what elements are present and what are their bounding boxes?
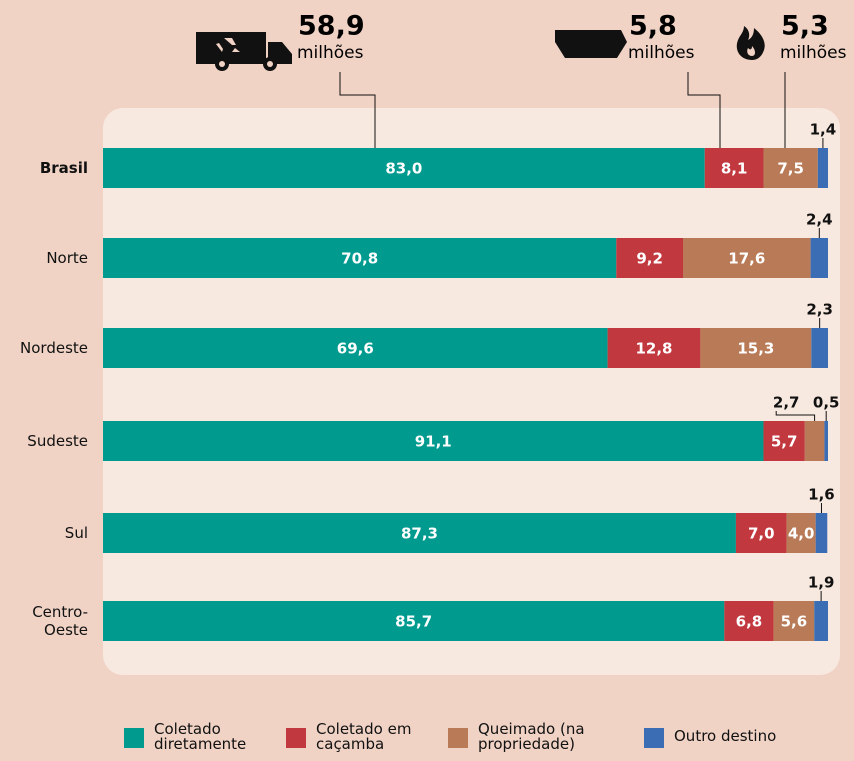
value-label: 87,3 xyxy=(401,525,438,543)
legend-label: Outro destino xyxy=(674,727,777,745)
value-label: 12,8 xyxy=(635,340,672,358)
truck-icon xyxy=(196,32,292,71)
bar-segment xyxy=(103,513,736,553)
legend-item: Outro destino xyxy=(644,722,794,752)
bar-segment xyxy=(724,601,774,641)
value-label: 8,1 xyxy=(721,160,748,178)
bar-segment xyxy=(607,328,701,368)
bar-segment xyxy=(824,421,828,461)
value-label: 83,0 xyxy=(385,160,422,178)
bar-segment xyxy=(103,328,608,368)
category-label: Nordeste xyxy=(20,339,88,357)
annotation-value: 58,9 xyxy=(298,11,365,42)
value-label: 7,5 xyxy=(777,160,804,178)
value-label: 5,7 xyxy=(771,433,798,451)
value-label: 70,8 xyxy=(341,250,378,268)
value-label: 85,7 xyxy=(395,613,432,631)
bar-segment xyxy=(814,601,828,641)
annotation-unit: milhões xyxy=(780,43,847,63)
legend-item: Coletado diretamente xyxy=(124,722,286,752)
value-label: 5,6 xyxy=(781,613,808,631)
value-label: 2,4 xyxy=(806,211,833,229)
bar-segment xyxy=(810,238,828,278)
legend-label: Queimado (na propriedade) xyxy=(478,720,585,753)
annotation-value: 5,3 xyxy=(781,11,829,42)
value-label: 2,7 xyxy=(773,394,800,412)
legend-swatch xyxy=(448,728,468,748)
bar-segment xyxy=(103,238,617,278)
bar-segment xyxy=(683,238,811,278)
legend-swatch xyxy=(286,728,306,748)
annotation-unit: milhões xyxy=(628,43,695,63)
bar-segment xyxy=(763,421,805,461)
bar-segment xyxy=(817,148,828,188)
annotation-value: 5,8 xyxy=(629,11,677,42)
legend-label: Coletado em caçamba xyxy=(316,720,412,753)
category-label: Brasil xyxy=(39,159,88,177)
category-label: Sul xyxy=(64,524,88,542)
value-label: 1,4 xyxy=(810,121,837,139)
value-label: 6,8 xyxy=(736,613,763,631)
value-label: 4,0 xyxy=(788,525,815,543)
bar-segment xyxy=(103,601,725,641)
bar-segment xyxy=(103,421,764,461)
skip-icon xyxy=(555,30,627,58)
legend-item: Queimado (na propriedade) xyxy=(448,722,644,752)
bar-segment xyxy=(700,328,812,368)
value-label: 9,2 xyxy=(636,250,663,268)
bar-segment xyxy=(811,328,828,368)
bar-segment xyxy=(763,148,818,188)
bar-segment xyxy=(773,601,815,641)
leader-line xyxy=(775,411,816,421)
value-label: 7,0 xyxy=(748,525,775,543)
bar-segment xyxy=(103,148,705,188)
legend-label: Coletado diretamente xyxy=(154,720,247,753)
value-label: 69,6 xyxy=(337,340,374,358)
bar-segment xyxy=(735,513,787,553)
category-label: Sudeste xyxy=(27,432,88,450)
value-label: 17,6 xyxy=(728,250,765,268)
bar-segment xyxy=(704,148,764,188)
bar-segment xyxy=(786,513,816,553)
value-label: 1,9 xyxy=(808,574,835,592)
annotation-unit: milhões xyxy=(297,43,364,63)
legend: Coletado diretamente Coletado em caçamba Q… xyxy=(124,722,794,752)
legend-item: Coletado em caçamba xyxy=(286,722,448,752)
value-label: 91,1 xyxy=(415,433,452,451)
bar-segment xyxy=(815,513,828,553)
leader-lines xyxy=(339,72,786,148)
bar-segment xyxy=(804,421,825,461)
value-label: 0,5 xyxy=(813,394,840,412)
panel xyxy=(103,108,840,675)
category-label: Norte xyxy=(46,249,88,267)
value-label: 15,3 xyxy=(737,340,774,358)
legend-swatch xyxy=(644,728,664,748)
bar-segment xyxy=(616,238,683,278)
flame-icon xyxy=(736,26,765,60)
value-label: 1,6 xyxy=(808,486,835,504)
category-label: Centro-Oeste xyxy=(32,603,88,639)
legend-swatch xyxy=(124,728,144,748)
value-label: 2,3 xyxy=(806,301,833,319)
